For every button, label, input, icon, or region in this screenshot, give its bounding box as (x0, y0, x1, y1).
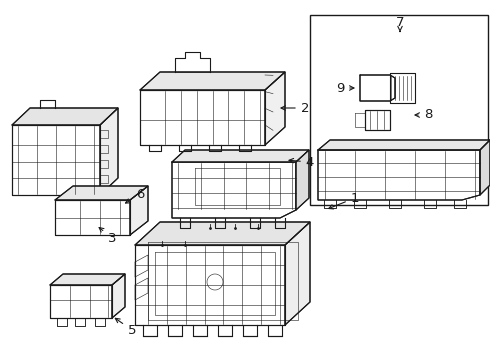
Polygon shape (55, 200, 130, 235)
Polygon shape (100, 108, 118, 195)
Polygon shape (365, 110, 390, 130)
Text: 6: 6 (125, 189, 144, 203)
Text: 8: 8 (415, 108, 432, 122)
Polygon shape (285, 222, 310, 325)
Text: 9: 9 (336, 81, 354, 94)
Text: 4: 4 (289, 156, 314, 168)
Polygon shape (172, 150, 309, 162)
Polygon shape (318, 140, 490, 150)
Polygon shape (112, 274, 125, 318)
Text: 1: 1 (329, 192, 359, 209)
Polygon shape (360, 75, 395, 101)
Text: 3: 3 (99, 228, 116, 244)
Polygon shape (140, 90, 265, 145)
Polygon shape (12, 108, 118, 125)
Polygon shape (480, 140, 490, 195)
Polygon shape (265, 72, 285, 145)
Polygon shape (135, 245, 285, 325)
Polygon shape (130, 186, 148, 235)
Text: 7: 7 (396, 15, 404, 31)
Polygon shape (12, 125, 100, 195)
Bar (310, 15, 488, 205)
Polygon shape (140, 72, 285, 90)
Polygon shape (318, 150, 480, 200)
Polygon shape (172, 162, 296, 218)
Polygon shape (55, 186, 148, 200)
Polygon shape (50, 274, 125, 285)
Text: 5: 5 (115, 318, 136, 337)
Text: 2: 2 (281, 102, 309, 114)
Polygon shape (50, 285, 112, 318)
Polygon shape (135, 222, 310, 245)
Polygon shape (296, 150, 309, 210)
